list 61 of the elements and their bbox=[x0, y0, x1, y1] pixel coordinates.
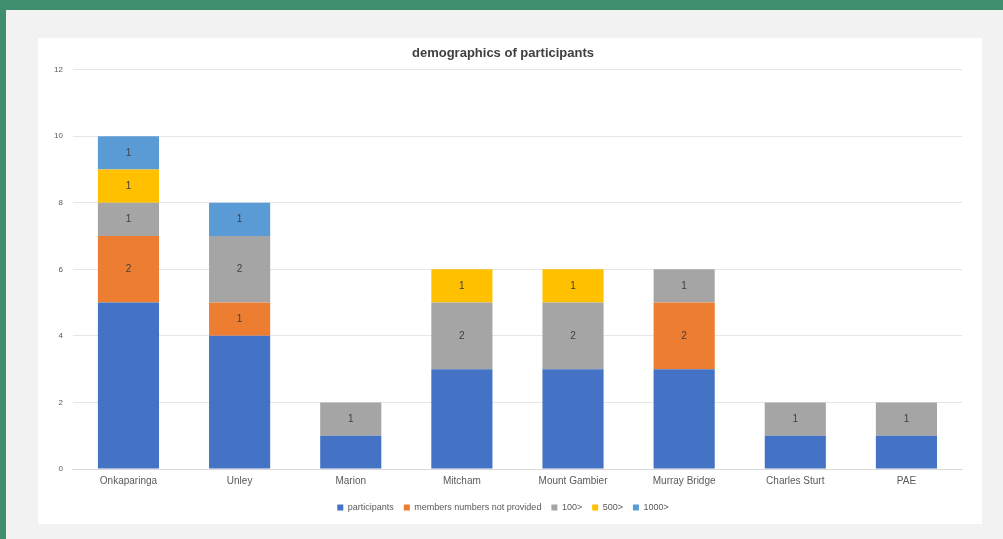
bar bbox=[209, 202, 271, 237]
bar bbox=[97, 202, 160, 237]
bar bbox=[431, 369, 493, 469]
bar bbox=[431, 269, 493, 303]
bar bbox=[542, 369, 604, 469]
bar bbox=[653, 269, 715, 303]
data-label: 1 bbox=[681, 279, 688, 291]
bar bbox=[97, 136, 160, 170]
legend-label: 100> bbox=[561, 501, 583, 512]
x-tick-label: Mitcham bbox=[442, 474, 481, 486]
bar bbox=[653, 369, 715, 469]
bar bbox=[764, 435, 826, 469]
legend-label: 1000> bbox=[643, 501, 669, 512]
bar bbox=[542, 269, 604, 303]
chart-title: demographics of participants bbox=[411, 45, 595, 61]
x-tick-label: PAE bbox=[896, 474, 917, 486]
data-label: 1 bbox=[125, 179, 132, 191]
data-label: 2 bbox=[236, 263, 243, 275]
data-label: 2 bbox=[681, 329, 688, 341]
x-tick-label: Charles Sturt bbox=[766, 474, 825, 486]
y-tick-label: 10 bbox=[53, 131, 64, 141]
x-tick-label: Unley bbox=[226, 474, 253, 486]
bar bbox=[97, 169, 160, 203]
bar bbox=[209, 302, 271, 336]
data-label: 2 bbox=[459, 329, 466, 341]
y-tick-label: 8 bbox=[58, 197, 64, 207]
bar bbox=[764, 402, 826, 436]
data-label: 1 bbox=[347, 412, 354, 424]
bar bbox=[97, 302, 160, 469]
legend-label: 500> bbox=[602, 501, 623, 512]
x-tick-label: Onkaparinga bbox=[99, 474, 158, 486]
data-label: 1 bbox=[570, 279, 577, 291]
x-tick-label: Murray Bridge bbox=[652, 474, 716, 486]
bar bbox=[431, 302, 493, 370]
bar bbox=[875, 435, 937, 469]
legend-label: participants bbox=[347, 501, 395, 512]
data-label: 2 bbox=[125, 263, 132, 275]
bar bbox=[97, 236, 160, 303]
data-label: 1 bbox=[459, 279, 466, 291]
bar bbox=[209, 236, 271, 303]
data-label: 1 bbox=[903, 412, 910, 424]
data-label: 1 bbox=[236, 213, 243, 225]
bar bbox=[542, 302, 604, 370]
y-tick-label: 2 bbox=[58, 397, 64, 407]
data-label: 1 bbox=[125, 213, 132, 225]
bar bbox=[320, 402, 382, 436]
y-tick-label: 12 bbox=[53, 64, 64, 74]
bar bbox=[320, 435, 382, 469]
y-tick-label: 0 bbox=[58, 464, 64, 474]
data-label: 2 bbox=[570, 329, 577, 341]
bar bbox=[209, 335, 271, 469]
bar bbox=[653, 302, 715, 370]
legend-label: members numbers not provided bbox=[414, 501, 542, 512]
x-tick-label: Marion bbox=[335, 474, 367, 486]
bar bbox=[875, 402, 937, 436]
y-tick-label: 6 bbox=[58, 264, 64, 274]
data-label: 1 bbox=[125, 146, 132, 158]
x-tick-label: Mount Gambier bbox=[538, 474, 609, 486]
y-tick-label: 4 bbox=[58, 331, 64, 341]
data-label: 1 bbox=[236, 312, 243, 324]
data-label: 1 bbox=[792, 412, 799, 424]
